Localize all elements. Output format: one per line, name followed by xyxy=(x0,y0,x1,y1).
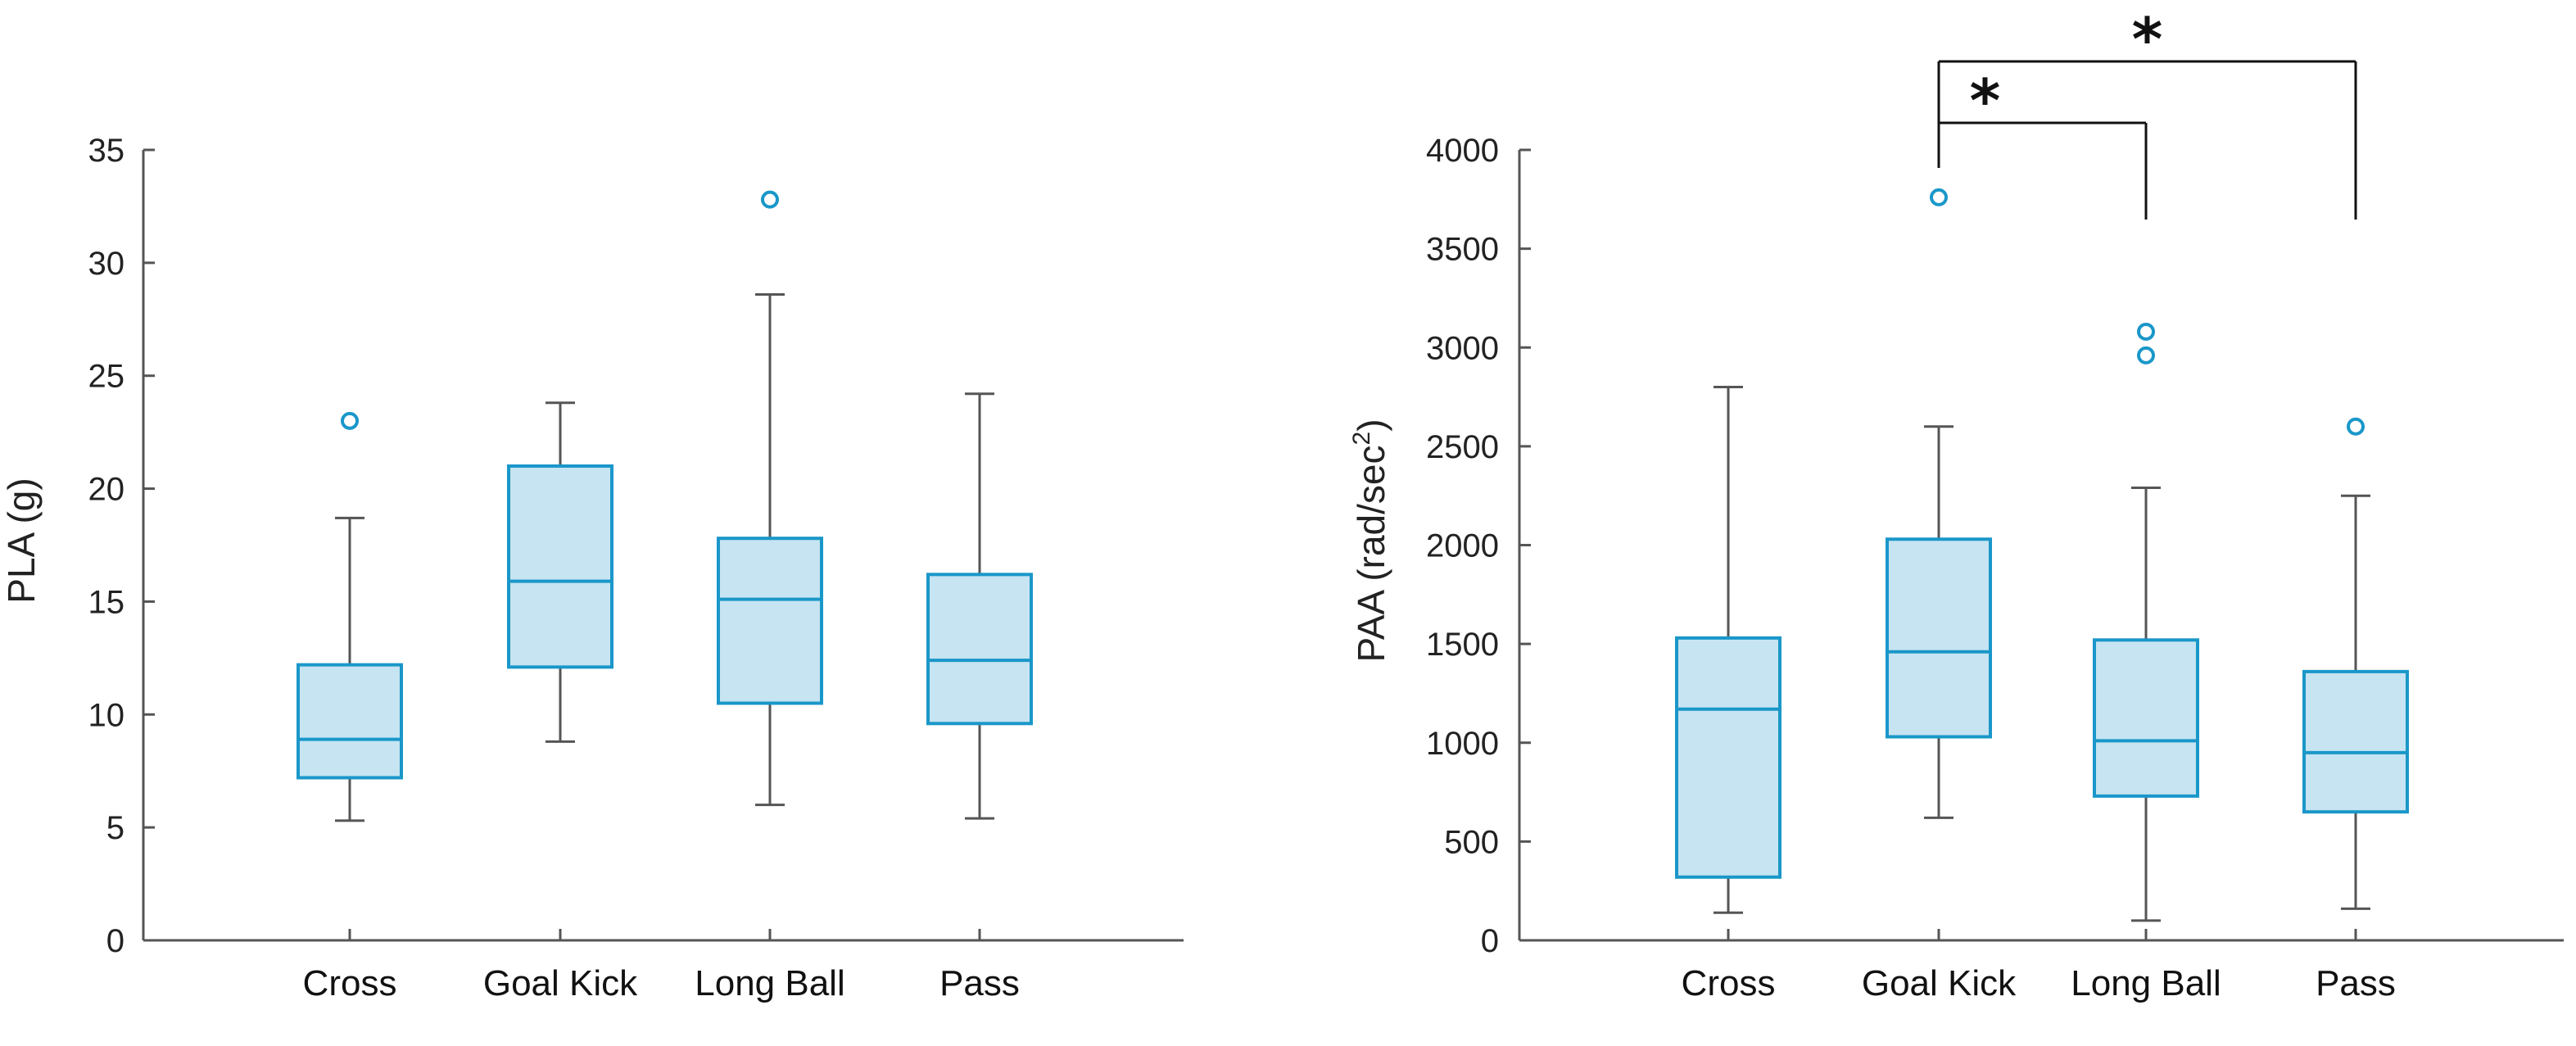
y-axis-title-superscript: 2 xyxy=(1348,432,1375,446)
x-tick-label: Cross xyxy=(1682,963,1776,1003)
x-tick-label: Pass xyxy=(2316,963,2396,1003)
outlier-point xyxy=(341,411,359,430)
y-axis-title-end: ) xyxy=(1350,419,1392,431)
box-goal-kick xyxy=(507,401,613,743)
iqr-box xyxy=(507,464,613,669)
y-tick-label: 10 xyxy=(88,697,125,733)
y-tick-label: 15 xyxy=(88,584,125,620)
x-tick-label: Long Ball xyxy=(2071,963,2221,1003)
y-tick-label: 3500 xyxy=(1426,232,1499,268)
y-tick-label: 30 xyxy=(88,246,125,282)
y-axis-title-main: PAA (rad/sec xyxy=(1350,445,1392,662)
box-pass xyxy=(926,392,1033,820)
pla-boxplot-panel: 0 5 10 15 20 25 30 35 Cross Goal Kick Long Ball Pas… xyxy=(0,133,1184,1003)
outlier-point xyxy=(761,190,779,209)
iqr-box xyxy=(297,663,403,780)
box-long-ball xyxy=(717,190,823,807)
outlier-point xyxy=(2347,417,2365,436)
y-tick-label: 1000 xyxy=(1426,726,1499,762)
outlier-point xyxy=(1930,188,1948,206)
x-tick-label: Cross xyxy=(303,963,397,1003)
x-tick-label: Goal Kick xyxy=(483,963,638,1003)
y-tick-label: 3000 xyxy=(1426,330,1499,366)
y-tick-label: 35 xyxy=(88,133,125,169)
y-tick-label: 1500 xyxy=(1426,627,1499,663)
paa-boxplot-panel: 0 500 1000 1500 2000 2500 3000 3500 4000 Cross Goa… xyxy=(1348,5,2564,1003)
y-tick-label: 0 xyxy=(106,923,124,959)
y-tick-label: 4000 xyxy=(1426,133,1499,169)
outlier-point xyxy=(2137,322,2155,341)
outlier-point xyxy=(2137,346,2155,365)
y-tick-label: 500 xyxy=(1444,824,1499,860)
significance-star: * xyxy=(1970,66,2001,135)
significance-star: * xyxy=(2132,5,2163,74)
x-tick-label: Goal Kick xyxy=(1862,963,2017,1003)
y-tick-label: 20 xyxy=(88,472,125,508)
y-axis-title: PLA (g) xyxy=(0,478,43,603)
y-tick-label: 2000 xyxy=(1426,528,1499,564)
iqr-box xyxy=(1675,636,1781,879)
box-cross xyxy=(1675,386,1781,914)
y-tick-label: 2500 xyxy=(1426,429,1499,465)
box-pass xyxy=(2302,417,2409,910)
y-tick-label: 25 xyxy=(88,359,125,395)
significance-bracket: * xyxy=(1937,5,2357,220)
y-tick-label: 5 xyxy=(106,810,124,846)
x-tick-label: Long Ball xyxy=(695,963,844,1003)
iqr-box xyxy=(2093,638,2199,798)
x-tick-label: Pass xyxy=(939,963,1020,1003)
iqr-box xyxy=(2302,669,2409,814)
iqr-box xyxy=(926,573,1033,726)
significance-bracket: * xyxy=(1937,66,2148,220)
iqr-box xyxy=(717,537,823,705)
iqr-box xyxy=(1886,537,1992,739)
box-goal-kick xyxy=(1886,188,1992,819)
y-axis-title: PAA (rad/sec2) xyxy=(1348,419,1392,662)
box-cross xyxy=(297,411,403,822)
box-long-ball xyxy=(2093,322,2199,922)
y-tick-label: 0 xyxy=(1481,923,1499,959)
